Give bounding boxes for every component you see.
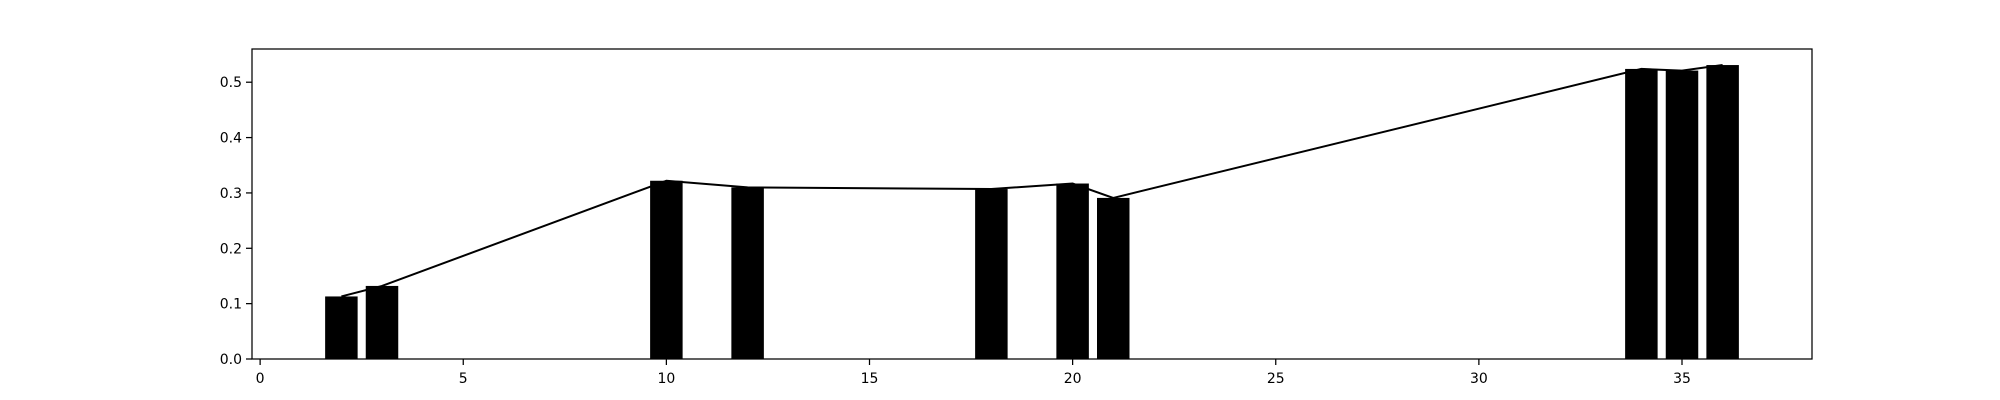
- plot-frame: [251, 48, 1813, 360]
- bar-34: [1625, 68, 1658, 360]
- y-tick-label-4: 0.4: [220, 131, 242, 147]
- ticks-layer: 0 5 10 15 20 25 30 35 0.0 0.1 0.2 0.3 0.4 0.5: [220, 75, 1691, 387]
- bar-36: [1706, 65, 1739, 360]
- x-tick-label-15: 15: [861, 371, 879, 387]
- series-line: [341, 64, 1723, 298]
- y-tick-label-2: 0.2: [220, 241, 242, 257]
- bars-layer: [325, 65, 1739, 360]
- bar-20: [1056, 183, 1089, 359]
- x-tick-label-25: 25: [1267, 371, 1285, 387]
- y-tick-label-3: 0.3: [220, 186, 242, 202]
- x-tick-label-10: 10: [657, 371, 675, 387]
- x-tick-label-20: 20: [1064, 371, 1082, 387]
- x-tick-label-5: 5: [459, 371, 468, 387]
- x-tick-label-0: 0: [256, 371, 265, 387]
- axes-layer: [251, 48, 1813, 360]
- bar-21: [1097, 197, 1130, 359]
- bar-35: [1665, 70, 1699, 359]
- line-layer: [341, 64, 1723, 298]
- x-tick-label-30: 30: [1470, 371, 1488, 387]
- bar-3: [365, 285, 399, 359]
- bar-2: [325, 296, 358, 359]
- y-tick-label-1: 0.1: [220, 297, 242, 313]
- y-tick-label-0: 0.0: [220, 352, 242, 368]
- bar-12: [731, 187, 764, 359]
- bar-18: [975, 189, 1008, 359]
- x-tick-label-35: 35: [1673, 371, 1691, 387]
- y-tick-label-5: 0.5: [220, 75, 242, 91]
- bar-10: [650, 180, 683, 359]
